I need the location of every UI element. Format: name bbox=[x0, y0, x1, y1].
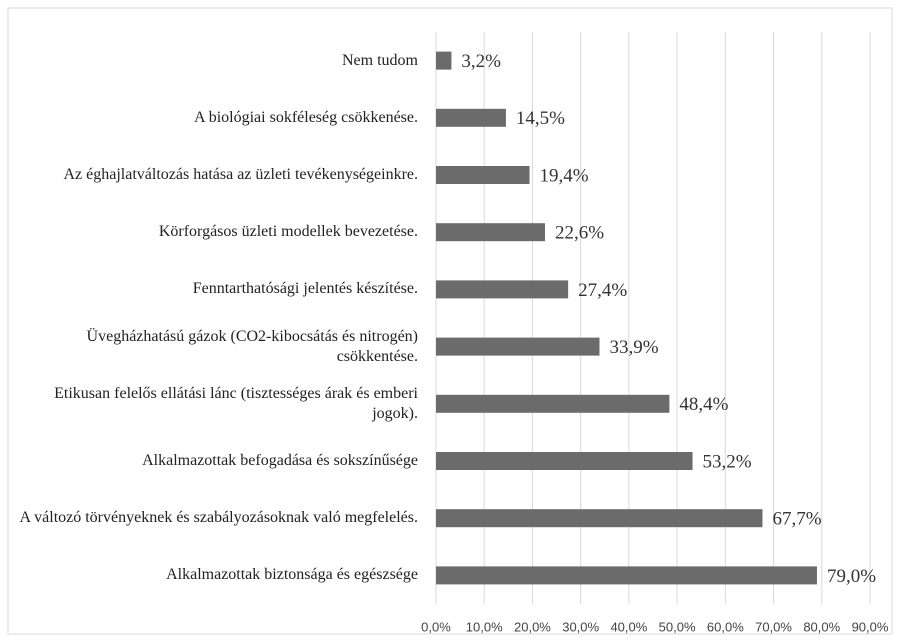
bar bbox=[436, 223, 545, 242]
bar bbox=[436, 166, 530, 184]
x-tick-label: 0,0% bbox=[421, 619, 451, 634]
value-label: 22,6% bbox=[555, 223, 604, 244]
category-label: Körforgásos üzleti modellek bevezetése. bbox=[158, 223, 418, 241]
bar bbox=[436, 108, 506, 127]
category-label: Nem tudom bbox=[342, 51, 418, 69]
bar bbox=[436, 280, 569, 299]
bar bbox=[436, 509, 763, 528]
x-tick-label: 50,0% bbox=[659, 619, 696, 634]
category-label: Fenntarthatósági jelentés készítése. bbox=[192, 280, 418, 298]
x-tick-label: 30,0% bbox=[562, 619, 599, 634]
x-tick-label: 60,0% bbox=[707, 619, 744, 634]
value-label: 27,4% bbox=[578, 280, 627, 301]
category-label: A biológiai sokféleség csökkenése. bbox=[194, 108, 418, 126]
value-label: 3,2% bbox=[461, 51, 501, 72]
category-label: Üvegházhatású gázok (CO2-kibocsátás és n… bbox=[86, 327, 418, 365]
category-label: Etikusan felelős ellátási lánc (tisztess… bbox=[54, 384, 418, 422]
category-label: Alkalmazottak befogadása és sokszínűsége bbox=[142, 452, 418, 469]
bar bbox=[436, 337, 600, 356]
category-label: Alkalmazottak biztonsága és egészsége bbox=[166, 566, 418, 584]
value-label: 14,5% bbox=[516, 108, 565, 129]
value-label: 19,4% bbox=[540, 165, 589, 186]
value-label: 48,4% bbox=[679, 394, 728, 415]
x-tick-label: 90,0% bbox=[852, 619, 889, 634]
chart-border bbox=[7, 7, 893, 635]
x-tick-label: 20,0% bbox=[514, 619, 551, 634]
category-label: A változó törvényeknek és szabályozásokn… bbox=[19, 509, 418, 527]
x-tick-label: 80,0% bbox=[803, 619, 840, 634]
value-label: 67,7% bbox=[772, 509, 821, 530]
value-label: 53,2% bbox=[703, 451, 752, 472]
x-tick-label: 10,0% bbox=[466, 619, 503, 634]
bar bbox=[436, 394, 670, 413]
category-label: Az éghajlatváltozás hatása az üzleti tev… bbox=[63, 166, 419, 183]
bar bbox=[436, 566, 817, 585]
bar bbox=[436, 452, 693, 470]
x-tick-label: 40,0% bbox=[610, 619, 647, 634]
value-label: 79,0% bbox=[827, 566, 876, 587]
bar bbox=[436, 51, 452, 70]
x-tick-label: 70,0% bbox=[755, 619, 792, 634]
value-label: 33,9% bbox=[609, 337, 658, 358]
